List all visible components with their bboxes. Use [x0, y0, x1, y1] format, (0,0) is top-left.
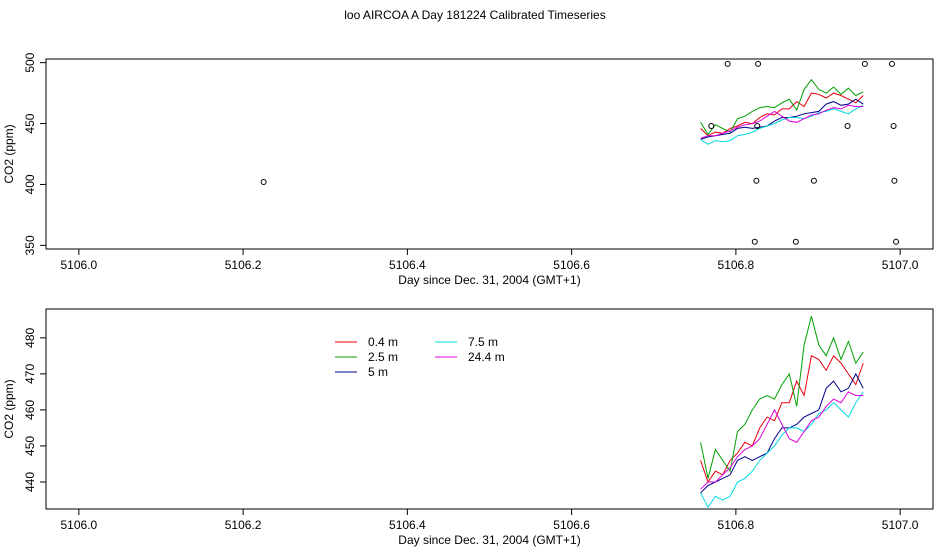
- series-line-2-5-m: [700, 78, 864, 136]
- x-axis-label: Day since Dec. 31, 2004 (GMT+1): [398, 533, 580, 547]
- series-line-5-m: [700, 98, 864, 140]
- y-tick-label: 480: [23, 327, 37, 347]
- x-tick-label: 5106.8: [718, 518, 755, 532]
- y-tick-label: 450: [23, 113, 37, 133]
- y-tick-label: 400: [23, 174, 37, 194]
- legend-label: 7.5 m: [468, 335, 498, 349]
- data-point: [861, 60, 868, 67]
- series-line-0-4-m: [700, 354, 864, 484]
- data-point: [260, 179, 267, 186]
- series-line-24-4-m: [700, 104, 864, 139]
- x-tick-label: 5106.6: [553, 518, 590, 532]
- y-tick-label: 450: [23, 436, 37, 456]
- data-point: [755, 60, 762, 67]
- chart-title: loo AIRCOA A Day 181224 Calibrated Times…: [344, 8, 605, 22]
- series-line-5-m: [700, 372, 864, 494]
- legend-label: 0.4 m: [368, 335, 398, 349]
- x-tick-label: 5107.0: [882, 518, 919, 532]
- panel-1: 5106.0 5106.2 5106.4 5106.6 5106.8 5107.0 350 4…: [2, 52, 934, 287]
- data-point: [792, 238, 799, 245]
- data-point: [888, 60, 895, 67]
- x-tick-label: 5106.4: [389, 258, 426, 272]
- y-axis-label: CO2 (ppm): [2, 379, 16, 438]
- data-point: [753, 177, 760, 184]
- x-tick-label: 5106.4: [389, 518, 426, 532]
- x-tick-label: 5106.2: [225, 518, 262, 532]
- data-point: [708, 122, 715, 129]
- data-point: [751, 238, 758, 245]
- y-tick-label: 500: [23, 52, 37, 72]
- legend-label: 2.5 m: [368, 350, 398, 364]
- data-point: [893, 238, 900, 245]
- series-line-7-5-m: [700, 391, 864, 509]
- panel-2: 5106.0 5106.2 5106.4 5106.6 5106.8 5107.0 440 4…: [2, 308, 934, 547]
- y-axis-label: CO2 (ppm): [2, 124, 16, 183]
- y-tick-label: 350: [23, 235, 37, 255]
- x-tick-label: 5107.0: [882, 258, 919, 272]
- data-point: [754, 122, 761, 129]
- y-tick-label: 460: [23, 400, 37, 420]
- data-point: [890, 122, 897, 129]
- x-tick-label: 5106.8: [718, 258, 755, 272]
- data-point: [810, 177, 817, 184]
- x-tick-label: 5106.2: [225, 258, 262, 272]
- x-tick-label: 5106.0: [61, 518, 98, 532]
- series-line-7-5-m: [700, 104, 864, 145]
- y-tick-label: 470: [23, 364, 37, 384]
- series-line-2-5-m: [700, 316, 864, 479]
- data-point: [724, 60, 731, 67]
- legend-label: 5 m: [368, 365, 388, 379]
- y-tick-label: 440: [23, 472, 37, 492]
- x-axis-label: Day since Dec. 31, 2004 (GMT+1): [398, 273, 580, 287]
- x-tick-label: 5106.0: [61, 258, 98, 272]
- data-point: [844, 122, 851, 129]
- legend: 0.4 m2.5 m5 m 7.5 m24.4 m: [335, 335, 505, 379]
- legend-label: 24.4 m: [468, 350, 505, 364]
- x-tick-label: 5106.6: [553, 258, 590, 272]
- series-line-0-4-m: [700, 92, 864, 137]
- series-line-24-4-m: [700, 391, 864, 490]
- plot-frame: [45, 308, 934, 510]
- plot-frame: [45, 58, 934, 250]
- data-point: [891, 177, 898, 184]
